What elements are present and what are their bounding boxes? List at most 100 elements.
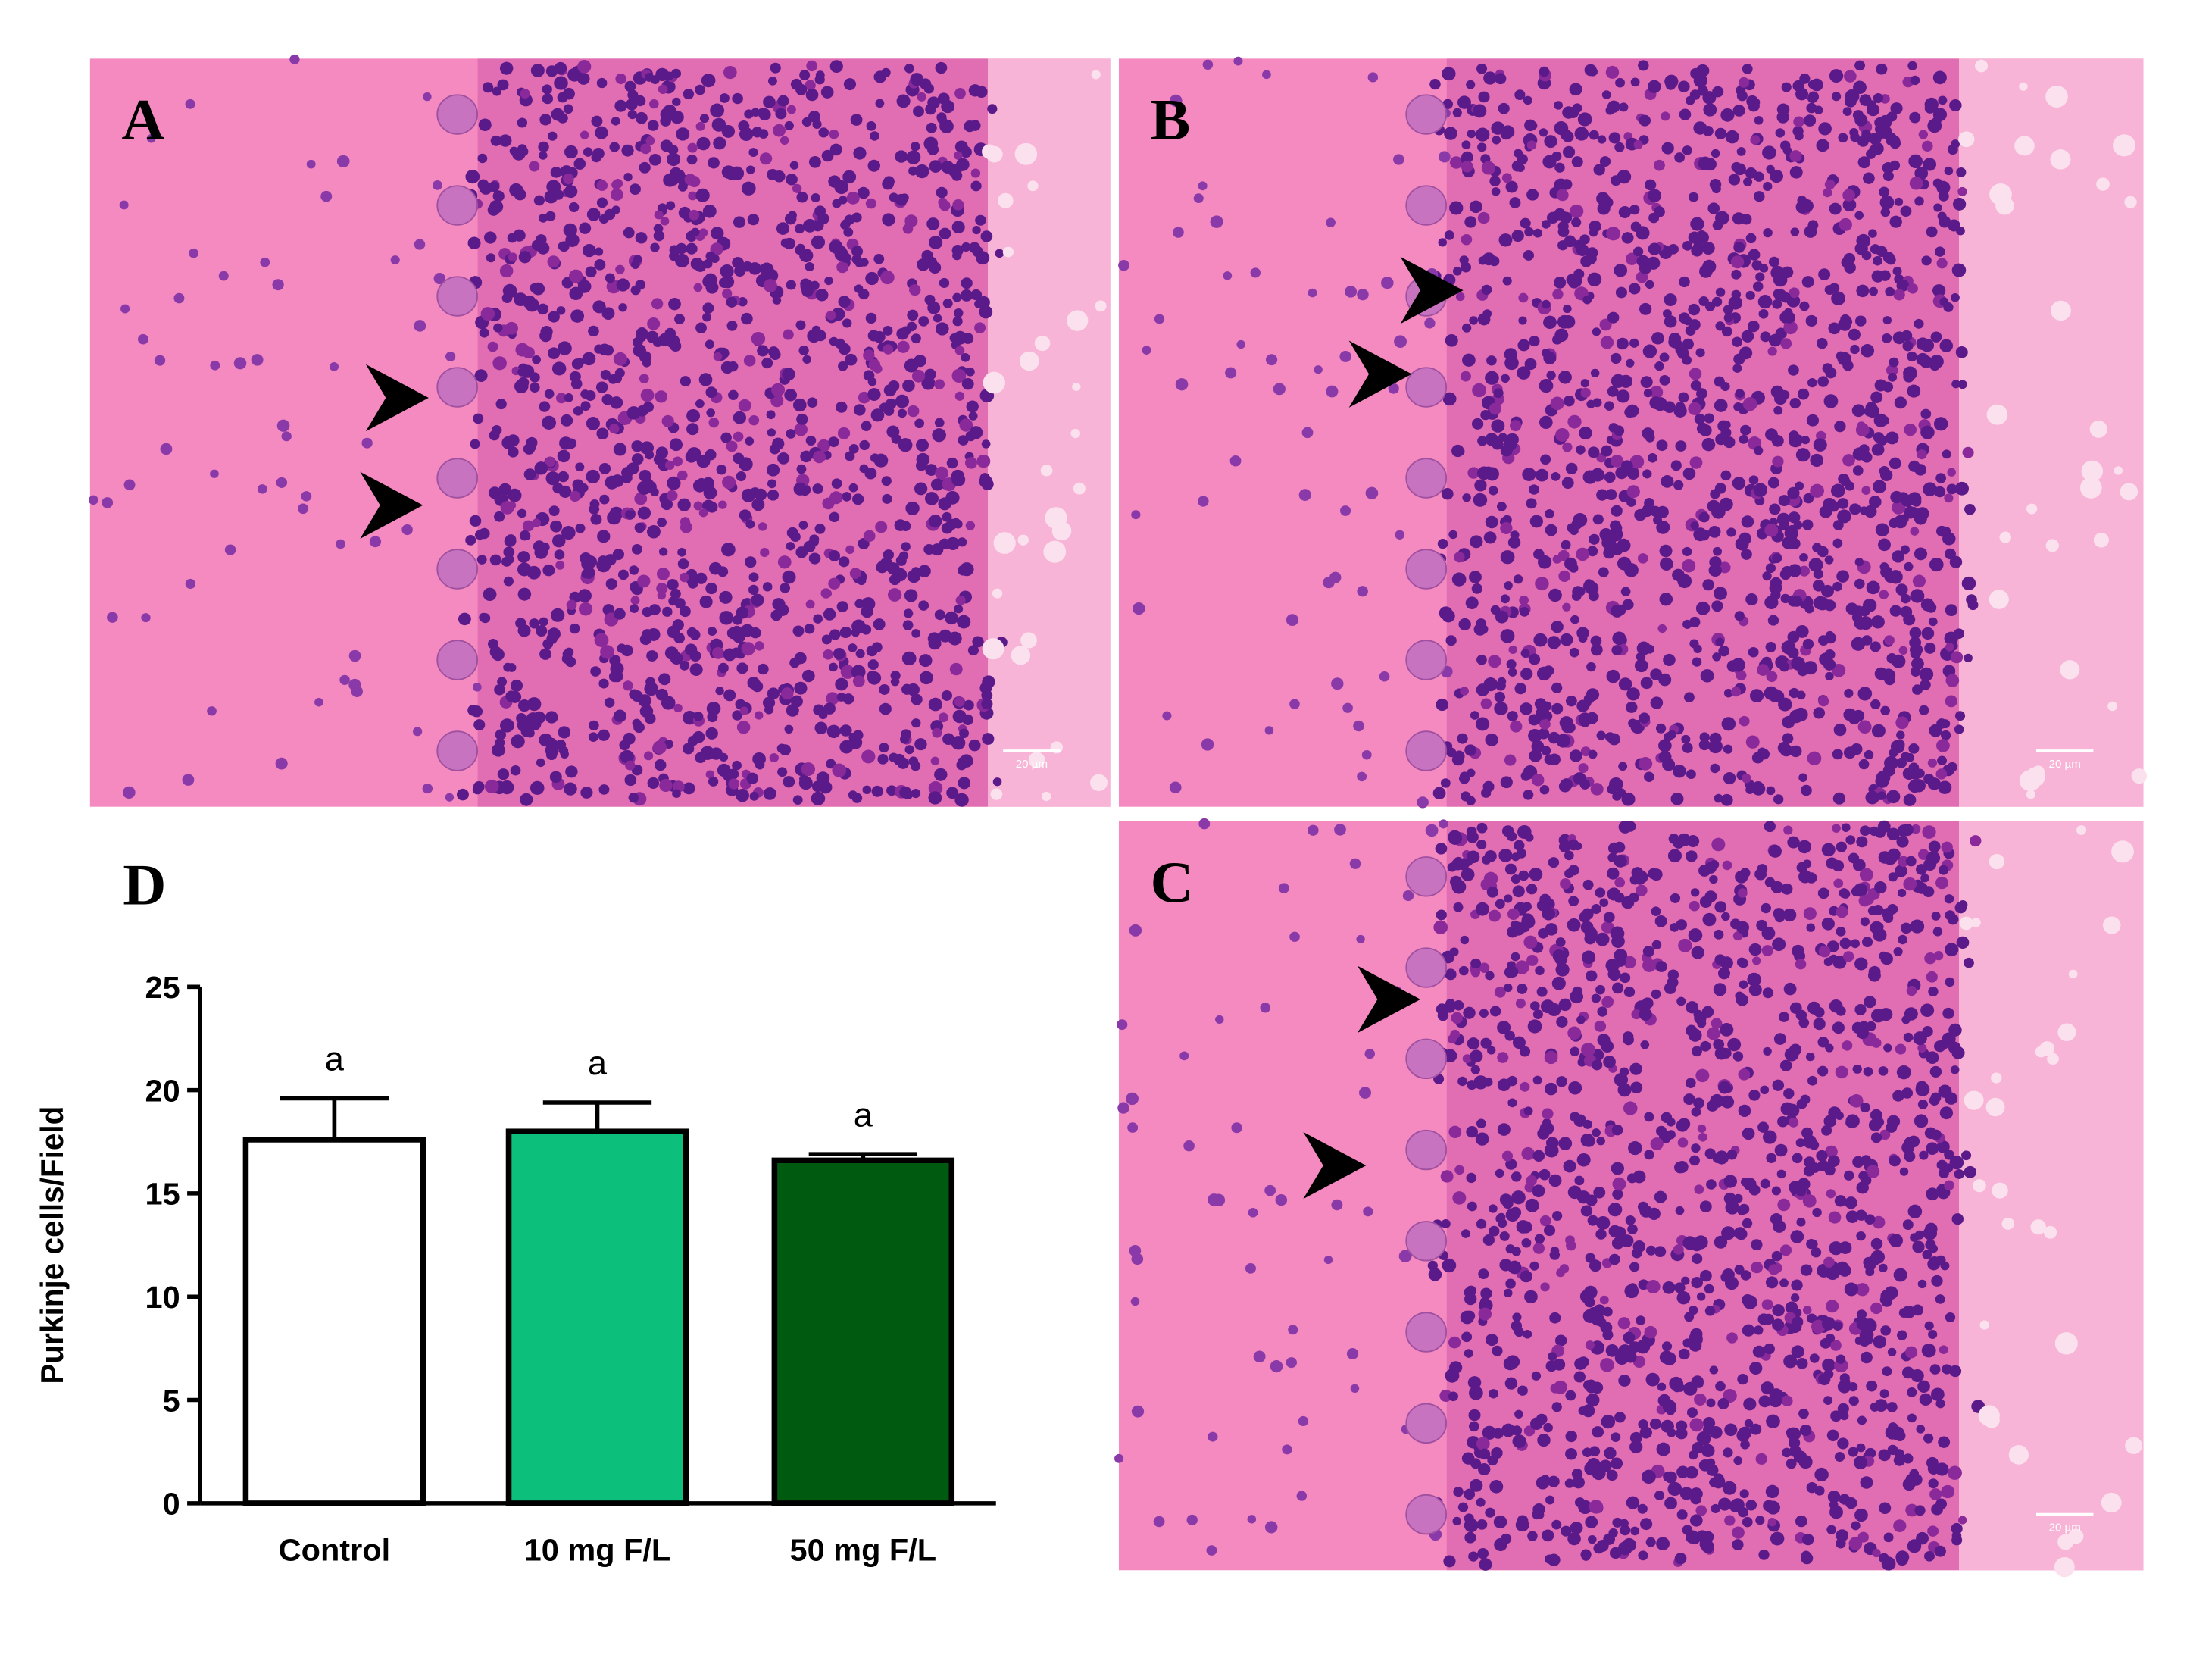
granule-cell xyxy=(881,476,892,486)
granule-cell xyxy=(1694,1393,1707,1406)
granule-cell xyxy=(763,279,777,292)
glial-cell xyxy=(276,419,290,432)
vacuole xyxy=(1091,70,1101,80)
granule-cell xyxy=(1589,130,1599,140)
granule-cell xyxy=(1462,353,1476,367)
granule-cell xyxy=(1693,1097,1704,1109)
granule-cell xyxy=(930,543,944,556)
granule-cell xyxy=(699,595,713,608)
granule-cell xyxy=(1834,421,1846,433)
granule-cell xyxy=(949,333,960,343)
granule-cell xyxy=(1900,922,1912,934)
granule-cell xyxy=(975,251,990,265)
glial-cell xyxy=(336,155,350,168)
granule-cell xyxy=(1921,255,1932,266)
panel-letter: A xyxy=(121,87,164,152)
granule-cell xyxy=(1732,105,1745,117)
granule-cell xyxy=(1720,470,1732,481)
granule-cell xyxy=(1923,1433,1934,1444)
glial-cell xyxy=(275,757,288,770)
granule-cell xyxy=(1765,428,1778,441)
granule-cell xyxy=(1887,1347,1897,1356)
granule-cell xyxy=(1871,724,1886,738)
granule-cell xyxy=(1943,302,1954,312)
granule-cell xyxy=(1737,888,1748,898)
granule-cell xyxy=(1555,937,1566,947)
granule-cell xyxy=(927,96,940,109)
granule-cell xyxy=(1611,1432,1621,1443)
granule-cell xyxy=(1919,1393,1932,1406)
granule-cell xyxy=(530,372,540,383)
granule-cell xyxy=(1927,1257,1941,1271)
granule-cell xyxy=(1873,432,1885,443)
granule-cell xyxy=(1801,436,1811,445)
granule-cell xyxy=(1667,1481,1682,1497)
granule-cell xyxy=(1827,1491,1841,1503)
granule-cell xyxy=(859,464,869,474)
granule-cell xyxy=(1655,961,1667,972)
granule-cell xyxy=(1808,1239,1818,1249)
granule-cell xyxy=(1933,417,1948,431)
granule-cell xyxy=(1823,1256,1835,1268)
granule-cell xyxy=(1821,1317,1836,1331)
granule-cell xyxy=(1907,1387,1917,1397)
granule-cell xyxy=(1766,671,1778,683)
granule-cell xyxy=(1787,836,1800,849)
granule-cell xyxy=(1941,841,1953,853)
granule-cell xyxy=(689,209,700,221)
granule-cell xyxy=(667,152,681,167)
granule-cell xyxy=(1495,1168,1504,1178)
granule-cell xyxy=(656,568,670,580)
granule-cell xyxy=(1816,1150,1828,1162)
granule-cell xyxy=(1864,505,1877,518)
granule-cell xyxy=(1772,937,1786,952)
granule-cell xyxy=(1514,1409,1523,1419)
granule-cell xyxy=(1571,156,1583,167)
granule-cell xyxy=(821,634,833,645)
granule-cell xyxy=(909,284,921,296)
granule-cell xyxy=(1565,462,1578,474)
granule-cell xyxy=(1964,957,1974,968)
granule-cell xyxy=(588,732,598,743)
granule-cell xyxy=(1428,1268,1442,1281)
granule-cell xyxy=(824,277,833,286)
granule-cell xyxy=(1824,649,1836,660)
granule-cell xyxy=(1448,1336,1461,1349)
vacuole xyxy=(2107,701,2118,712)
granule-cell xyxy=(1767,615,1779,626)
granule-cell xyxy=(802,218,817,233)
granule-cell xyxy=(639,374,649,383)
granule-cell xyxy=(1576,1153,1591,1167)
vacuole xyxy=(1070,428,1081,439)
granule-cell xyxy=(1469,200,1482,214)
granule-cell xyxy=(1810,483,1824,498)
granule-cell xyxy=(477,153,488,164)
significance-letter: a xyxy=(325,1040,344,1078)
granule-cell xyxy=(1836,906,1848,918)
granule-cell xyxy=(1445,635,1457,646)
granule-cell xyxy=(1693,74,1707,88)
granule-cell xyxy=(530,64,545,77)
granule-cell xyxy=(493,323,503,333)
granule-cell xyxy=(1682,355,1692,365)
granule-cell xyxy=(1461,1331,1473,1343)
granule-cell xyxy=(1818,945,1831,958)
granule-cell xyxy=(747,214,760,226)
granule-cell xyxy=(910,142,920,152)
granule-cell xyxy=(613,443,627,456)
granule-cell xyxy=(1848,852,1860,864)
granule-cell xyxy=(586,469,600,483)
granule-cell xyxy=(939,629,952,643)
granule-cell xyxy=(1894,396,1907,409)
granule-cell xyxy=(1826,1189,1836,1199)
granule-cell xyxy=(1784,1047,1799,1062)
glial-cell xyxy=(1298,1415,1309,1426)
granule-cell xyxy=(1895,583,1908,596)
granule-cell xyxy=(566,599,577,610)
granule-cell xyxy=(1919,1150,1929,1160)
granule-cell xyxy=(1689,456,1703,469)
granule-cell xyxy=(1727,1037,1742,1052)
granule-cell xyxy=(1821,917,1835,931)
granule-cell xyxy=(1476,1519,1488,1530)
granule-cell xyxy=(560,414,573,427)
